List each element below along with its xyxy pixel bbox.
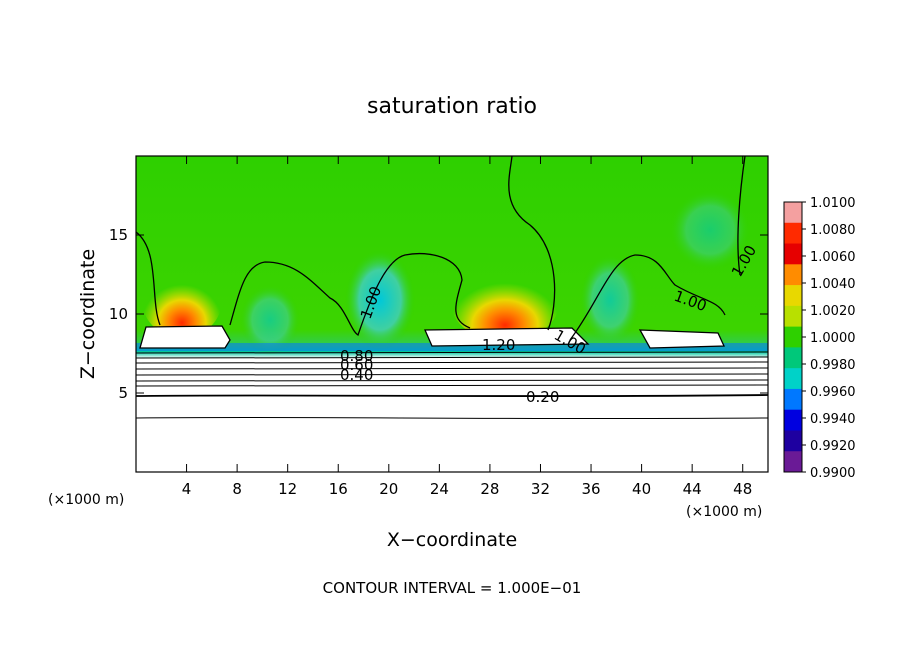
- y-axis-label: Z−coordinate: [77, 249, 99, 379]
- contour-line: [136, 356, 768, 359]
- x-tick-label: 20: [379, 480, 398, 498]
- warm-region: [450, 258, 560, 342]
- colorbar: 1.0100 1.0080 1.0060 1.0040 1.0020 1.0000 0.99…: [783, 196, 856, 481]
- y-tick-label: 10: [109, 305, 128, 323]
- warm-region: [142, 262, 222, 338]
- contour-label: 0.60: [340, 356, 373, 374]
- contour-label: 0.40: [340, 366, 373, 384]
- contour-line: [136, 231, 161, 326]
- cool-region: [670, 190, 750, 270]
- x-tick-label: 32: [531, 480, 550, 498]
- y-tick-label: 5: [118, 384, 128, 402]
- contour-label: 0.20: [526, 388, 559, 406]
- x-tick-label: 28: [480, 480, 499, 498]
- colorbar-label: 1.0060: [810, 250, 856, 265]
- colorbar-label: 0.9940: [810, 412, 856, 427]
- colorbar-swatch: [784, 305, 802, 328]
- contour-line: [136, 416, 768, 420]
- contour-line: [136, 379, 768, 382]
- colorbar-label: 0.9900: [810, 466, 856, 481]
- contour-line: [136, 394, 768, 398]
- footer-note: CONTOUR INTERVAL = 1.000E−01: [323, 579, 582, 597]
- x-tick-label: 24: [430, 480, 449, 498]
- y-tick-label: 15: [109, 226, 128, 244]
- colorbar-swatch: [784, 388, 802, 411]
- x-unit-right: (×1000 m): [686, 504, 762, 520]
- colorbar-label: 1.0100: [810, 196, 856, 211]
- colorbar-label: 0.9980: [810, 358, 856, 373]
- x-tick-label: 12: [278, 480, 297, 498]
- y-axis: 5 10 15: [109, 226, 768, 402]
- colorbar-label: 1.0080: [810, 223, 856, 238]
- x-tick-label: 4: [182, 480, 192, 498]
- colorbar-swatch: [784, 202, 802, 224]
- contour-line: [136, 373, 768, 376]
- x-tick-label: 8: [232, 480, 242, 498]
- cloud-pocket: [139, 325, 231, 349]
- x-tick-label: 16: [329, 480, 348, 498]
- field-background: [136, 156, 768, 472]
- cool-region: [240, 285, 300, 355]
- contour-line: [136, 351, 768, 354]
- plot-area: [136, 156, 768, 472]
- x-tick-label: 44: [683, 480, 702, 498]
- colorbar-swatch: [784, 264, 802, 286]
- colorbar-swatch: [784, 222, 802, 245]
- cloud-pocket: [424, 327, 590, 347]
- contour-line: [136, 367, 768, 370]
- contour-line: [737, 156, 746, 276]
- low-band: [136, 343, 768, 351]
- cool-region: [345, 250, 415, 350]
- x-axis-label: X−coordinate: [387, 529, 517, 551]
- chart-title: saturation ratio: [367, 94, 537, 119]
- cloud-pocket: [638, 329, 726, 349]
- contour-label: 1.20: [482, 336, 515, 354]
- colorbar-swatch: [784, 285, 802, 307]
- colorbar-swatch: [784, 326, 802, 348]
- colorbar-label: 1.0000: [810, 331, 856, 346]
- colorbar-swatch: [784, 347, 802, 369]
- x-tick-label: 36: [581, 480, 600, 498]
- cool-region: [580, 255, 640, 345]
- contour-line: [508, 156, 556, 331]
- colorbar-label: 1.0020: [810, 304, 856, 319]
- colorbar-swatch: [784, 451, 802, 473]
- x-unit-left: (×1000 m): [48, 492, 124, 508]
- contour-label: 0.80: [340, 347, 373, 365]
- contour-line: [136, 361, 768, 364]
- colorbar-swatch: [784, 368, 802, 390]
- colorbar-label: 0.9920: [810, 439, 856, 454]
- colorbar-label: 1.0040: [810, 277, 856, 292]
- colorbar-swatch: [784, 243, 802, 265]
- x-tick-label: 40: [632, 480, 651, 498]
- contour-line: [229, 252, 471, 336]
- x-axis: 4 8 12 16 20 24 28 32 36 40 44 48: [182, 156, 752, 498]
- x-tick-label: 48: [733, 480, 752, 498]
- colorbar-swatch: [784, 409, 802, 431]
- contour-line: [569, 254, 726, 341]
- colorbar-swatch: [784, 430, 802, 452]
- contour-line: [136, 384, 768, 387]
- colorbar-label: 0.9960: [810, 385, 856, 400]
